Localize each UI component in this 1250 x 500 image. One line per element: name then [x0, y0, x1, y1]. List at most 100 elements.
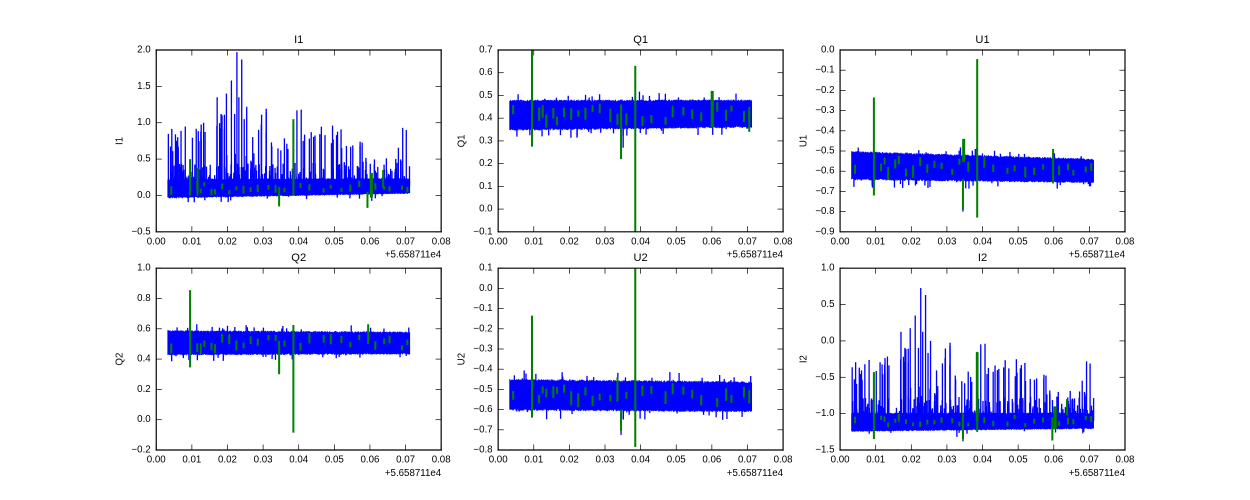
svg-text:0.0: 0.0: [821, 45, 835, 56]
svg-text:−0.4: −0.4: [815, 125, 835, 136]
svg-text:−0.8: −0.8: [473, 445, 492, 456]
svg-text:−0.2: −0.2: [815, 85, 834, 96]
svg-text:0.00: 0.00: [489, 236, 509, 247]
svg-text:0.8: 0.8: [137, 293, 151, 304]
svg-text:0.5: 0.5: [821, 299, 835, 310]
svg-text:Q1: Q1: [633, 34, 648, 46]
svg-text:1.0: 1.0: [137, 117, 151, 128]
svg-text:0.08: 0.08: [1116, 455, 1135, 466]
svg-text:I1: I1: [294, 34, 303, 46]
svg-text:−0.3: −0.3: [473, 344, 492, 355]
svg-text:0.02: 0.02: [560, 455, 579, 466]
svg-text:−1.0: −1.0: [815, 408, 835, 419]
svg-text:0.4: 0.4: [137, 354, 151, 365]
svg-text:0.4: 0.4: [479, 113, 493, 124]
svg-text:−0.1: −0.1: [473, 303, 492, 314]
svg-text:0.03: 0.03: [937, 455, 956, 466]
svg-text:1.0: 1.0: [821, 263, 835, 274]
svg-text:0.5: 0.5: [479, 90, 493, 101]
svg-text:0.6: 0.6: [479, 67, 493, 78]
svg-text:0.01: 0.01: [866, 455, 885, 466]
svg-text:0.3: 0.3: [479, 135, 493, 146]
svg-text:0.07: 0.07: [396, 455, 415, 466]
svg-text:0.02: 0.02: [218, 236, 237, 247]
svg-text:−0.3: −0.3: [815, 105, 834, 116]
svg-text:0.06: 0.06: [360, 455, 379, 466]
svg-text:0.01: 0.01: [182, 455, 201, 466]
svg-text:0.6: 0.6: [137, 323, 151, 334]
svg-text:0.01: 0.01: [524, 236, 543, 247]
svg-text:0.1: 0.1: [479, 181, 493, 192]
svg-text:0.06: 0.06: [702, 455, 721, 466]
svg-text:+5.658711e4: +5.658711e4: [1069, 250, 1126, 261]
svg-text:0.07: 0.07: [738, 455, 757, 466]
svg-text:0.01: 0.01: [866, 236, 885, 247]
svg-text:0.03: 0.03: [254, 236, 273, 247]
svg-text:0.06: 0.06: [702, 236, 721, 247]
svg-text:0.2: 0.2: [137, 384, 151, 395]
svg-text:0.06: 0.06: [360, 236, 379, 247]
svg-text:−0.5: −0.5: [815, 146, 834, 157]
svg-text:−0.2: −0.2: [132, 445, 151, 456]
svg-text:0.04: 0.04: [289, 455, 309, 466]
svg-text:I1: I1: [115, 137, 126, 145]
svg-text:0.0: 0.0: [479, 204, 493, 215]
svg-text:0.5: 0.5: [137, 154, 151, 165]
svg-text:0.02: 0.02: [902, 455, 921, 466]
svg-text:0.0: 0.0: [137, 190, 151, 201]
svg-text:0.0: 0.0: [821, 335, 835, 346]
svg-text:0.07: 0.07: [738, 236, 757, 247]
svg-text:0.08: 0.08: [432, 236, 451, 247]
svg-text:−0.9: −0.9: [815, 226, 834, 237]
svg-text:U1: U1: [975, 34, 989, 46]
svg-text:−1.5: −1.5: [815, 445, 834, 456]
svg-text:0.08: 0.08: [774, 236, 793, 247]
svg-text:0.7: 0.7: [479, 45, 493, 56]
svg-text:0.07: 0.07: [396, 236, 415, 247]
svg-text:2.0: 2.0: [137, 45, 151, 56]
svg-text:0.06: 0.06: [1044, 455, 1063, 466]
svg-text:0.01: 0.01: [524, 455, 543, 466]
svg-text:0.1: 0.1: [479, 263, 493, 274]
svg-text:I2: I2: [798, 355, 809, 363]
svg-text:0.00: 0.00: [489, 455, 509, 466]
svg-text:−0.4: −0.4: [473, 364, 493, 375]
svg-text:0.00: 0.00: [147, 455, 167, 466]
svg-text:−0.5: −0.5: [473, 384, 492, 395]
svg-text:0.00: 0.00: [831, 236, 851, 247]
svg-text:0.00: 0.00: [831, 455, 851, 466]
svg-text:0.0: 0.0: [137, 414, 151, 425]
svg-text:0.05: 0.05: [667, 236, 686, 247]
svg-text:−0.5: −0.5: [815, 372, 834, 383]
svg-text:−0.1: −0.1: [815, 65, 834, 76]
svg-text:0.02: 0.02: [902, 236, 921, 247]
svg-text:0.04: 0.04: [973, 236, 993, 247]
svg-text:I2: I2: [978, 252, 987, 264]
svg-text:−0.6: −0.6: [815, 166, 834, 177]
svg-text:0.2: 0.2: [479, 158, 493, 169]
svg-text:+5.658711e4: +5.658711e4: [385, 468, 442, 479]
svg-text:0.01: 0.01: [182, 236, 201, 247]
svg-text:0.03: 0.03: [596, 236, 615, 247]
svg-text:0.03: 0.03: [254, 455, 273, 466]
svg-text:0.00: 0.00: [147, 236, 167, 247]
svg-text:−0.8: −0.8: [815, 206, 834, 217]
svg-text:0.04: 0.04: [289, 236, 309, 247]
svg-text:0.05: 0.05: [325, 455, 344, 466]
svg-text:0.05: 0.05: [325, 236, 344, 247]
svg-text:0.02: 0.02: [560, 236, 579, 247]
svg-text:−0.5: −0.5: [132, 226, 151, 237]
svg-text:0.05: 0.05: [1009, 236, 1028, 247]
svg-text:0.06: 0.06: [1044, 236, 1063, 247]
svg-text:0.04: 0.04: [631, 236, 651, 247]
svg-text:0.02: 0.02: [218, 455, 237, 466]
svg-text:−0.7: −0.7: [815, 186, 834, 197]
svg-text:Q2: Q2: [291, 252, 306, 264]
svg-text:0.03: 0.03: [937, 236, 956, 247]
svg-text:0.03: 0.03: [596, 455, 615, 466]
svg-text:1.5: 1.5: [137, 81, 151, 92]
svg-text:−0.2: −0.2: [473, 323, 492, 334]
svg-text:0.04: 0.04: [631, 455, 651, 466]
svg-text:−0.6: −0.6: [473, 404, 492, 415]
svg-text:0.0: 0.0: [479, 283, 493, 294]
